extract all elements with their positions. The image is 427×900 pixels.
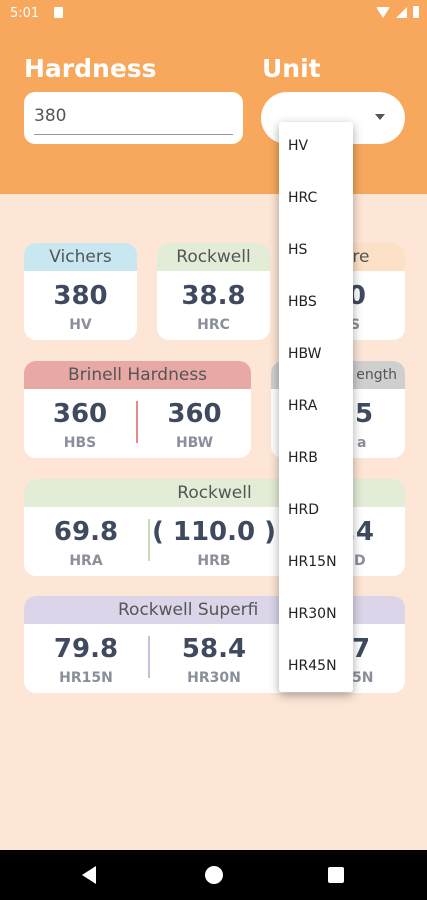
status-bar: 5:01 [0, 0, 427, 28]
vichers-unit: HV [69, 317, 92, 333]
hardness-input[interactable]: 380 [24, 92, 243, 144]
superficial-hr15n-unit: HR15N [59, 670, 113, 686]
shore-unit: S [350, 317, 361, 333]
wifi-icon [376, 6, 390, 18]
rockwell-hrd-unit: D [354, 553, 366, 569]
home-icon[interactable] [205, 866, 223, 884]
brinell-title: Brinell Hardness [24, 361, 251, 389]
input-underline [34, 134, 233, 135]
brinell-separator [136, 401, 138, 443]
dropdown-option-hrd[interactable]: HRD [288, 502, 320, 518]
back-icon[interactable] [82, 866, 96, 884]
brinell-hbs-unit: HBS [63, 435, 97, 451]
rockwell-hrb-value: ( 110.0 ) [151, 517, 277, 547]
rockwell-separator-1 [148, 519, 150, 561]
recent-apps-icon[interactable] [328, 867, 344, 883]
brinell-card: Brinell Hardness 360 HBS 360 HBW [24, 361, 251, 458]
signal-icon [396, 6, 407, 18]
unit-dropdown-menu: HV HRC HS HBS HBW HRA HRB HRD HR15N HR30… [279, 122, 353, 692]
sd-card-icon [54, 7, 63, 18]
superficial-hr30n-unit: HR30N [187, 670, 241, 686]
dropdown-option-hr45n[interactable]: HR45N [288, 658, 337, 674]
dropdown-option-hr15n[interactable]: HR15N [288, 554, 337, 570]
rockwell-hra-unit: HRA [69, 553, 103, 569]
vichers-title: Vichers [24, 243, 137, 271]
superficial-hr45n-value: 7 [352, 634, 371, 664]
navigation-bar [0, 850, 427, 900]
tensile-value: 5 [355, 399, 374, 429]
hardness-input-value[interactable]: 380 [34, 106, 67, 126]
superficial-hr15n-value: 79.8 [53, 634, 119, 664]
dropdown-option-hra[interactable]: HRA [288, 398, 318, 414]
superficial-hr45n-unit: 5N [352, 670, 374, 686]
rockwell-hrb-unit: HRB [197, 553, 231, 569]
battery-icon [413, 6, 419, 18]
superficial-separator-1 [148, 636, 150, 678]
dropdown-option-hbw[interactable]: HBW [288, 346, 322, 362]
chevron-down-icon[interactable] [375, 114, 385, 120]
vichers-value: 380 [53, 281, 108, 311]
status-time: 5:01 [10, 6, 40, 21]
superficial-hr30n-value: 58.4 [181, 634, 247, 664]
dropdown-option-hv[interactable]: HV [288, 138, 309, 154]
rockwell-c-title: Rockwell [157, 243, 270, 271]
dropdown-option-hrc[interactable]: HRC [288, 190, 318, 206]
rockwell-c-card: Rockwell 38.8 HRC [157, 243, 270, 340]
rockwell-c-unit: HRC [197, 317, 230, 333]
dropdown-option-hs[interactable]: HS [288, 242, 308, 258]
unit-label: Unit [262, 54, 321, 83]
rockwell-hra-value: 69.8 [53, 517, 119, 547]
hardness-label: Hardness [24, 54, 157, 83]
brinell-hbw-unit: HBW [175, 435, 214, 451]
dropdown-option-hrb[interactable]: HRB [288, 450, 318, 466]
dropdown-option-hbs[interactable]: HBS [288, 294, 317, 310]
status-icons [376, 6, 419, 18]
brinell-hbw-value: 360 [167, 399, 222, 429]
brinell-hbs-value: 360 [52, 399, 108, 429]
rockwell-c-value: 38.8 [181, 281, 246, 311]
vichers-card: Vichers 380 HV [24, 243, 137, 340]
dropdown-option-hr30n[interactable]: HR30N [288, 606, 337, 622]
tensile-unit: a [357, 435, 367, 451]
